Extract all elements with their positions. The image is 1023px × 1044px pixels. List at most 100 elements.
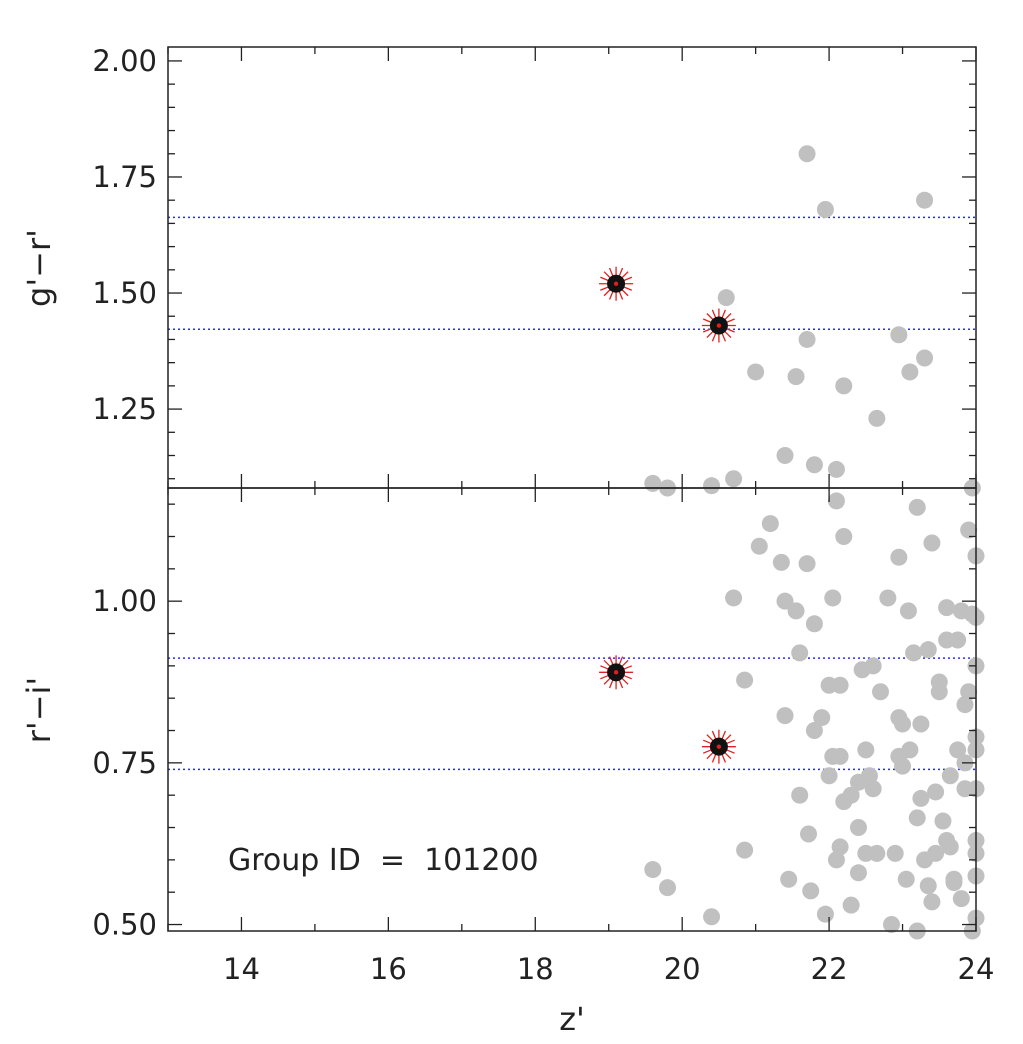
bottom-field-point-33: [842, 786, 860, 804]
x-axis-label: z': [559, 1000, 585, 1038]
x-tick-label: 22: [811, 952, 848, 986]
bottom-field-point-30: [831, 838, 849, 856]
bottom-field-point-80: [949, 631, 967, 649]
bottom-field-point-36: [849, 819, 867, 837]
top-field-points: [644, 145, 981, 497]
bottom-field-point-1: [658, 879, 676, 897]
bottom-field-point-17: [802, 882, 820, 900]
bottom-member-point-1: [701, 729, 736, 764]
top-y-tick-label: 2.00: [92, 44, 157, 78]
bottom-y-axis-label: r'−i': [20, 677, 58, 743]
top-member-points: [599, 266, 736, 343]
top-field-point-13: [835, 377, 853, 395]
top-field-point-8: [798, 330, 816, 348]
bottom-field-point-34: [842, 896, 860, 914]
bottom-y-tick-labels: 1.00 0.75 0.50: [92, 584, 157, 941]
top-field-point-5: [747, 363, 765, 381]
bottom-field-point-48: [886, 844, 904, 862]
bottom-field-point-71: [930, 673, 948, 691]
top-field-point-0: [644, 474, 662, 492]
bottom-field-point-29: [831, 747, 849, 765]
bottom-field-point-65: [919, 877, 937, 895]
top-field-point-16: [901, 363, 919, 381]
bottom-field-point-14: [791, 786, 809, 804]
top-y-tick-label: 1.50: [92, 276, 157, 310]
bottom-field-point-25: [824, 589, 842, 607]
bottom-field-point-19: [805, 722, 823, 740]
top-y-axis-label: g'−r': [20, 229, 58, 307]
bottom-field-point-76: [941, 767, 959, 785]
top-panel: 2.00 1.75 1.50 1.25 g'−r': [20, 44, 981, 497]
bottom-field-point-41: [860, 767, 878, 785]
bottom-member-points: [599, 655, 736, 764]
x-tick-label: 24: [958, 952, 995, 986]
bottom-y-tick-label: 1.00: [92, 584, 157, 618]
bottom-field-point-57: [905, 644, 923, 662]
bottom-field-point-49: [890, 548, 908, 566]
bottom-field-point-8: [772, 553, 790, 571]
bottom-field-point-46: [879, 589, 897, 607]
bottom-field-point-21: [816, 905, 834, 923]
bottom-field-point-12: [787, 602, 805, 620]
top-field-point-7: [787, 368, 805, 386]
bottom-field-point-3: [725, 589, 743, 607]
bottom-field-point-56: [901, 741, 919, 759]
bottom-field-point-16: [800, 825, 818, 843]
bottom-plot-frame: [167, 487, 977, 932]
top-field-point-12: [827, 460, 845, 478]
bottom-field-point-37: [849, 864, 867, 882]
top-field-point-3: [717, 289, 735, 307]
bottom-field-point-26: [827, 492, 845, 510]
bottom-field-point-54: [897, 870, 915, 888]
top-y-tick-label: 1.25: [92, 392, 157, 426]
bottom-x-ticks: [167, 488, 977, 931]
top-y-ticks: [168, 60, 976, 480]
bottom-field-point-0: [644, 861, 662, 879]
top-field-point-14: [868, 409, 886, 427]
top-field-point-15: [890, 326, 908, 344]
bottom-field-point-39: [857, 741, 875, 759]
bottom-field-points: [644, 492, 985, 940]
bottom-field-point-23: [820, 767, 838, 785]
top-field-point-11: [816, 200, 834, 218]
bottom-field-point-31: [835, 528, 853, 546]
bottom-field-point-42: [864, 657, 882, 675]
bottom-field-point-44: [868, 844, 886, 862]
top-y-tick-labels: 2.00 1.75 1.50 1.25: [92, 44, 157, 426]
bottom-field-point-88: [960, 521, 978, 539]
bottom-panel: 1.00 0.75 0.50 14 16 18 20 22 24 r'−i' Group ID…: [20, 487, 995, 986]
bottom-field-point-68: [927, 783, 945, 801]
top-y-tick-label: 1.75: [92, 160, 157, 194]
bottom-field-point-81: [949, 741, 967, 759]
bottom-field-point-13: [791, 644, 809, 662]
bottom-field-point-53: [894, 757, 912, 775]
bottom-y-tick-label: 0.50: [92, 908, 157, 942]
bottom-field-point-77: [941, 838, 959, 856]
bottom-field-point-10: [776, 707, 794, 725]
bottom-field-point-15: [798, 555, 816, 573]
bottom-field-point-47: [883, 916, 901, 934]
top-member-point-0: [599, 266, 634, 301]
bottom-field-point-67: [923, 893, 941, 911]
x-tick-label: 18: [517, 952, 554, 986]
bottom-field-point-79: [945, 873, 963, 891]
top-field-point-18: [916, 191, 934, 209]
bottom-field-point-69: [927, 844, 945, 862]
bottom-y-tick-label: 0.75: [92, 746, 157, 780]
bottom-field-point-9: [776, 592, 794, 610]
top-field-point-17: [916, 349, 934, 367]
bottom-field-point-2: [703, 908, 721, 926]
bottom-field-point-52: [894, 715, 912, 733]
bottom-member-point-0: [599, 655, 634, 690]
bottom-field-point-4: [736, 671, 754, 689]
x-tick-label: 16: [370, 952, 407, 986]
x-tick-label: 14: [223, 952, 260, 986]
top-field-point-9: [798, 145, 816, 163]
bottom-field-point-87: [960, 683, 978, 701]
bottom-field-point-58: [908, 809, 926, 827]
bottom-field-point-5: [736, 841, 754, 859]
bottom-field-point-7: [761, 515, 779, 533]
bottom-field-point-64: [919, 641, 937, 659]
bottom-field-point-61: [912, 715, 930, 733]
